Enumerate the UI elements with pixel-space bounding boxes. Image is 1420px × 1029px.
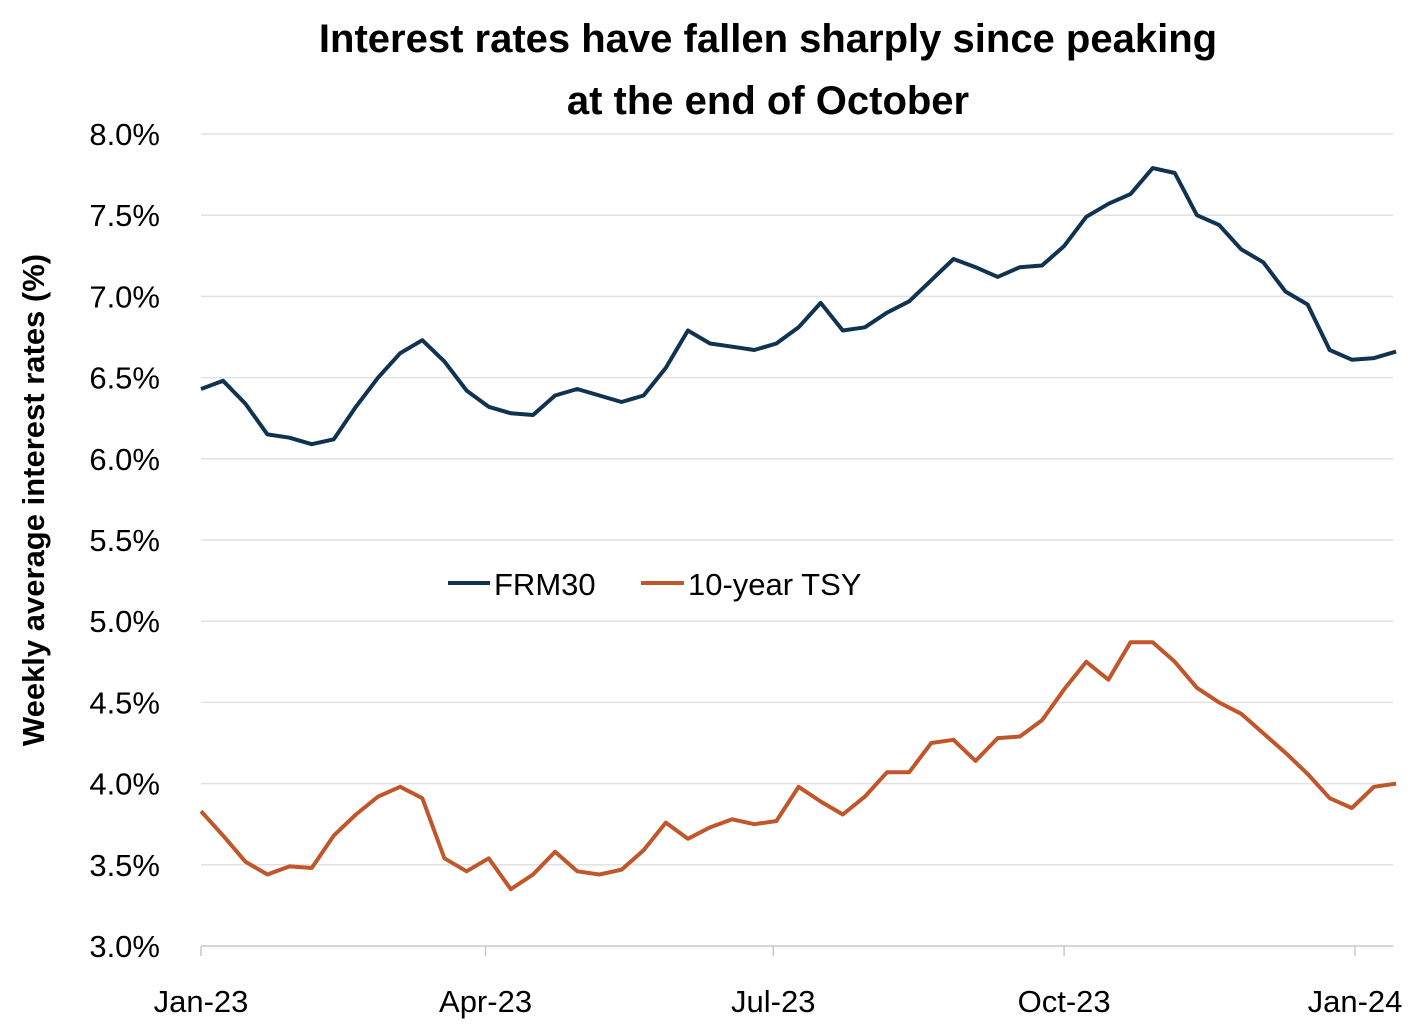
legend-label-frm30: FRM30 xyxy=(494,567,596,602)
y-tick-label: 4.5% xyxy=(89,685,160,720)
legend-label-tsy: 10-year TSY xyxy=(688,567,861,602)
x-tick-label: Apr-23 xyxy=(439,984,532,1019)
y-tick-label: 3.0% xyxy=(89,929,160,964)
legend: FRM30 10-year TSY xyxy=(448,567,861,602)
y-tick-label: 4.0% xyxy=(89,767,160,802)
y-tick-label: 5.0% xyxy=(89,604,160,639)
y-tick-label: 5.5% xyxy=(89,523,160,558)
x-tick-label: Jan-24 xyxy=(1308,984,1403,1019)
y-tick-label: 3.5% xyxy=(89,848,160,883)
y-tick-label: 7.0% xyxy=(89,279,160,314)
x-tick-label: Jul-23 xyxy=(731,984,815,1019)
chart-title-line-1: Interest rates have fallen sharply since… xyxy=(319,17,1217,61)
y-tick-label: 8.0% xyxy=(89,117,160,152)
chart-title-line-2: at the end of October xyxy=(567,79,969,123)
x-tick-label: Oct-23 xyxy=(1018,984,1111,1019)
x-tick-label: Jan-23 xyxy=(154,984,249,1019)
series-line-frm30 xyxy=(200,166,1397,447)
y-tick-label: 7.5% xyxy=(89,198,160,233)
y-axis-label: Weekly average interest rates (%) xyxy=(16,254,51,746)
y-tick-label: 6.5% xyxy=(89,361,160,396)
y-tick-label: 6.0% xyxy=(89,442,160,477)
series-line-10-year-tsy xyxy=(199,640,1397,892)
